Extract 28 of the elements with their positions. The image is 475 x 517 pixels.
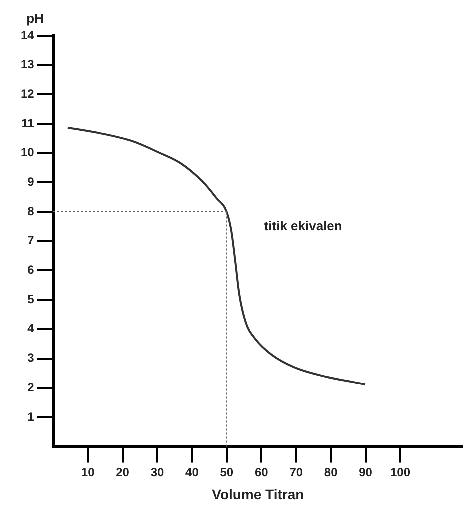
y-tick-label: 9: [28, 175, 35, 190]
y-tick-label: 2: [28, 380, 35, 394]
x-tick-label: 10: [81, 465, 96, 480]
y-tick-label: 13: [20, 58, 35, 72]
y-tick-label: 14: [20, 28, 35, 42]
annotation: titik ekivalen: [264, 218, 342, 234]
y-tick-label: 3: [28, 351, 35, 366]
x-tick-label: 60: [254, 465, 269, 480]
y-tick-label: 6: [28, 263, 35, 278]
y-tick-label: 7: [28, 234, 35, 248]
y-tick-label: 4: [28, 322, 35, 336]
y-tick-label: 11: [22, 116, 35, 130]
x-tick-label: 90: [359, 465, 373, 480]
x-tick-label: 20: [116, 465, 130, 480]
x-tick-label: 40: [186, 465, 200, 480]
x-axis-title: Volume Titran: [212, 486, 304, 502]
y-tick-label: 10: [20, 146, 35, 160]
x-tick-label: 100: [390, 465, 411, 480]
x-tick-label: 80: [324, 465, 338, 480]
x-tick-label: 70: [290, 465, 304, 480]
y-axis-title: pH: [26, 11, 44, 26]
y-tick-label: 1: [28, 410, 35, 424]
x-tick-label: 30: [150, 465, 164, 480]
y-tick-label: 12: [20, 87, 35, 101]
y-tick-label: 8: [28, 204, 35, 218]
x-tick-label: 50: [220, 465, 234, 480]
y-tick-label: 5: [28, 292, 35, 306]
line-series: [66, 126, 366, 386]
